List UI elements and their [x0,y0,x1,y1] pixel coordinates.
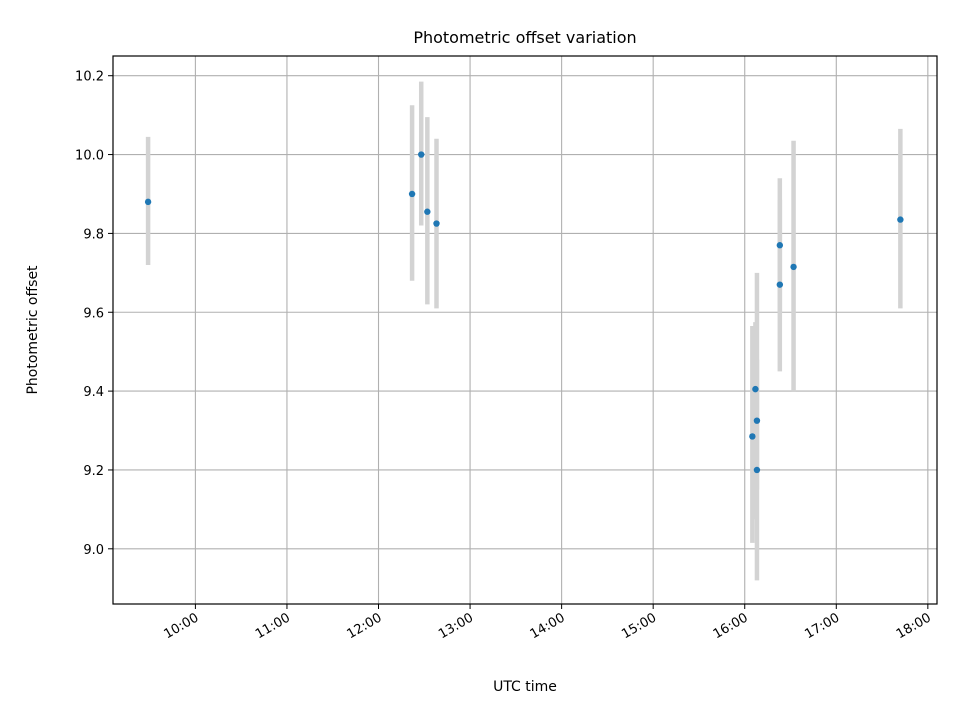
data-point [752,385,759,393]
y-tick-label: 9.8 [83,227,104,242]
data-points [144,151,904,474]
data-point [790,263,797,271]
data-point [749,433,756,440]
grid [113,56,937,604]
y-axis-label: Photometric offset [25,265,41,395]
data-point [418,151,425,158]
data-point [753,417,761,424]
y-tick-label: 9.0 [83,543,104,558]
data-point [776,281,784,288]
data-point [144,198,152,206]
data-point [753,466,761,474]
plot-frame [112,55,938,605]
y-tick-label: 10.2 [75,70,104,85]
y-axis-ticks: 9.0 9.2 9.4 9.6 9.8 10.0 10.2 [75,70,113,558]
data-point [408,190,416,198]
y-tick-label: 9.4 [83,385,104,400]
data-point [897,216,904,223]
data-point [424,208,431,215]
y-tick-label: 9.2 [83,464,104,479]
chart-title: Photometric offset variation [413,28,636,47]
data-point [776,242,784,249]
y-tick-label: 10.0 [75,149,104,164]
data-point [433,220,440,227]
y-tick-label: 9.6 [83,306,104,321]
x-axis-label: UTC time [493,679,557,695]
